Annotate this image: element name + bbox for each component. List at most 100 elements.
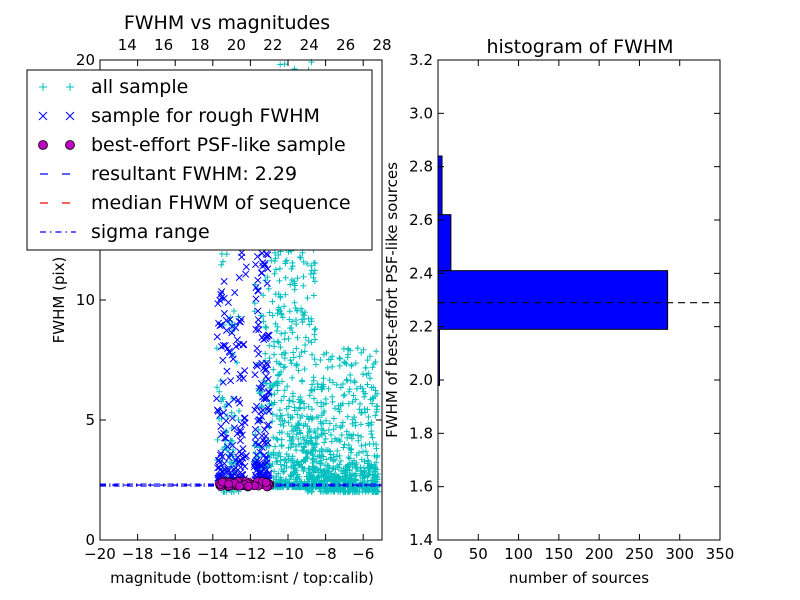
all-sample-point	[354, 345, 361, 352]
all-sample-point	[314, 434, 321, 441]
all-sample-point	[337, 438, 344, 445]
all-sample-point	[372, 358, 379, 365]
all-sample-point	[272, 320, 279, 327]
all-sample-point	[364, 406, 371, 413]
all-sample-point	[295, 461, 302, 468]
all-sample-point	[266, 384, 273, 391]
all-sample-point	[311, 356, 318, 363]
all-sample-point	[266, 309, 273, 316]
all-sample-point	[363, 371, 370, 378]
top-x-tick-label: 18	[191, 36, 210, 54]
rough-sample-point	[220, 409, 228, 417]
rough-sample-point	[254, 307, 262, 315]
rough-sample-point	[251, 425, 259, 434]
all-sample-point	[326, 448, 333, 455]
all-sample-point	[271, 249, 278, 256]
all-sample-point	[310, 395, 317, 402]
all-sample-point	[339, 419, 346, 426]
all-sample-point	[275, 372, 282, 379]
all-sample-point	[264, 274, 271, 281]
all-sample-point	[340, 444, 347, 451]
all-sample-point	[276, 360, 283, 367]
rough-sample-point	[265, 469, 273, 477]
x-tick-label: 150	[545, 545, 574, 563]
all-sample-point	[296, 441, 303, 448]
all-sample-point	[279, 314, 286, 321]
x-tick-label: −8	[315, 545, 337, 563]
y-tick-label: 3.2	[409, 51, 433, 69]
all-sample-point	[285, 419, 292, 426]
all-sample-point	[289, 374, 296, 381]
legend-label: best-effort PSF-like sample	[91, 134, 346, 156]
rough-sample-point	[214, 457, 222, 465]
all-sample-point	[321, 439, 328, 446]
all-sample-point	[226, 459, 233, 466]
all-sample-point	[291, 407, 298, 414]
rough-sample-point	[252, 325, 260, 333]
x-tick-label: −16	[159, 545, 191, 563]
all-sample-point	[318, 446, 325, 453]
all-sample-point	[310, 455, 317, 462]
all-sample-point	[374, 402, 381, 409]
all-sample-point	[283, 464, 290, 471]
all-sample-point	[354, 432, 361, 439]
all-sample-point	[276, 407, 283, 414]
all-sample-point	[281, 418, 288, 425]
all-sample-point	[276, 416, 283, 423]
all-sample-point	[311, 464, 318, 471]
rough-sample-point	[227, 377, 235, 385]
all-sample-point	[287, 444, 294, 451]
all-sample-point	[289, 318, 296, 325]
all-sample-point	[273, 435, 280, 442]
rough-sample-point	[251, 371, 259, 379]
rough-sample-point	[236, 426, 244, 434]
all-sample-point	[269, 298, 276, 305]
all-sample-point	[325, 476, 332, 483]
all-sample-point	[291, 278, 298, 285]
all-sample-point	[367, 396, 374, 403]
all-sample-point	[323, 447, 330, 454]
all-sample-point	[334, 462, 341, 469]
all-sample-point	[344, 354, 351, 361]
all-sample-point	[285, 411, 292, 418]
all-sample-point	[372, 387, 379, 394]
rough-sample-point	[228, 329, 236, 337]
all-sample-point	[255, 426, 262, 433]
all-sample-point	[274, 452, 281, 459]
all-sample-point	[294, 425, 301, 432]
rough-sample-point	[263, 279, 271, 287]
all-sample-point	[322, 435, 329, 442]
all-sample-point	[287, 471, 294, 478]
all-sample-point	[323, 349, 330, 356]
all-sample-point	[283, 257, 290, 264]
all-sample-point	[307, 472, 314, 479]
all-sample-point	[352, 396, 359, 403]
y-tick-label: 1.6	[409, 478, 433, 496]
all-sample-point	[284, 383, 291, 390]
all-sample-point	[372, 393, 379, 400]
rough-sample-point	[241, 414, 249, 422]
all-sample-point	[320, 488, 327, 495]
all-sample-point	[218, 261, 225, 268]
legend-entry: resultant FWHM: 2.29	[40, 163, 297, 185]
legend-box	[26, 69, 373, 251]
rough-sample-point	[254, 417, 262, 425]
all-sample-point	[300, 444, 307, 451]
rough-sample-point	[236, 399, 244, 407]
all-sample-point	[309, 351, 316, 358]
all-sample-point	[318, 431, 325, 438]
all-sample-point	[224, 447, 231, 454]
all-sample-point	[335, 474, 342, 481]
all-sample-point	[353, 385, 360, 392]
all-sample-point	[364, 381, 371, 388]
all-sample-point	[271, 257, 278, 264]
all-sample-point	[345, 400, 352, 407]
all-sample-point	[321, 473, 328, 480]
all-sample-point	[271, 468, 278, 475]
all-sample-point	[298, 349, 305, 356]
all-sample-point	[300, 311, 307, 318]
x-tick-label: 50	[469, 545, 488, 563]
rough-sample-point	[222, 434, 230, 442]
all-sample-point	[346, 386, 353, 393]
